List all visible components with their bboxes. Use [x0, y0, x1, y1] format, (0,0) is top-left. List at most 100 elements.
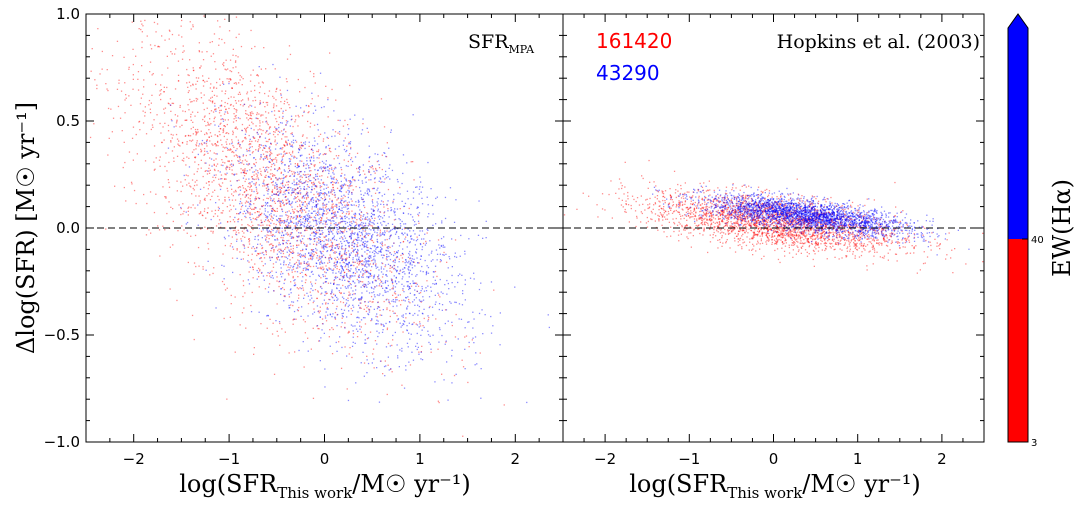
left-point-red — [297, 195, 299, 198]
left-point-red — [227, 68, 229, 70]
left-point-blue — [401, 350, 403, 352]
left-point-red — [391, 288, 393, 290]
left-point-red — [266, 184, 268, 186]
left-point-red — [292, 304, 294, 307]
left-point-red — [328, 268, 331, 270]
left-point-red — [386, 328, 388, 331]
left-point-blue — [339, 119, 341, 122]
left-point-blue — [264, 214, 267, 217]
left-point-blue — [297, 211, 299, 213]
left-point-red — [319, 310, 321, 312]
left-point-red — [171, 150, 174, 152]
left-point-red — [248, 203, 251, 205]
left-point-red — [269, 256, 271, 258]
left-point-blue — [414, 294, 416, 296]
left-point-red — [387, 188, 390, 191]
left-point-red — [436, 275, 438, 278]
left-point-blue — [249, 146, 251, 148]
left-point-blue — [324, 169, 327, 172]
left-point-blue — [310, 294, 312, 297]
left-point-blue — [291, 252, 293, 254]
left-point-red — [211, 96, 213, 98]
left-point-red — [303, 366, 305, 368]
left-point-red — [243, 251, 245, 253]
left-point-red — [296, 235, 298, 237]
left-point-blue — [359, 244, 361, 247]
left-point-blue — [393, 210, 395, 212]
left-point-red — [360, 307, 362, 309]
left-point-blue — [384, 230, 386, 232]
left-point-red — [308, 111, 310, 113]
left-point-blue — [330, 282, 332, 284]
left-point-red — [332, 184, 334, 186]
left-point-blue — [302, 254, 305, 256]
left-point-red — [206, 212, 208, 214]
left-point-red — [218, 38, 220, 40]
left-point-blue — [369, 190, 371, 193]
left-point-blue — [186, 221, 189, 224]
left-point-blue — [387, 280, 389, 282]
left-point-red — [153, 161, 155, 163]
left-point-blue — [330, 241, 333, 243]
left-point-blue — [197, 224, 199, 226]
left-point-blue — [361, 198, 363, 200]
left-point-red — [336, 305, 338, 308]
left-point-blue — [473, 272, 475, 274]
left-point-blue — [341, 315, 344, 317]
left-point-red — [279, 223, 281, 225]
left-point-red — [199, 202, 201, 204]
left-point-blue — [415, 275, 417, 277]
left-point-red — [231, 87, 233, 89]
left-point-red — [259, 214, 261, 216]
left-point-blue — [324, 192, 326, 194]
left-point-red — [348, 353, 350, 355]
left-point-red — [314, 282, 317, 285]
left-point-blue — [455, 256, 458, 258]
left-point-blue — [335, 182, 337, 184]
left-point-red — [201, 214, 203, 216]
left-point-blue — [341, 207, 343, 209]
left-point-blue — [346, 216, 348, 218]
left-point-red — [372, 301, 374, 303]
left-point-red — [321, 233, 323, 235]
left-point-red — [290, 232, 292, 234]
left-point-red — [167, 124, 170, 127]
left-point-red — [333, 212, 335, 214]
left-point-red — [321, 217, 323, 219]
left-point-blue — [336, 276, 339, 278]
left-point-red — [381, 245, 384, 247]
left-point-red — [168, 29, 171, 31]
left-point-red — [249, 213, 251, 215]
left-point-red — [286, 181, 288, 183]
left-point-blue — [376, 307, 379, 310]
left-point-blue — [341, 259, 343, 261]
left-point-red — [357, 171, 359, 173]
left-point-blue — [432, 224, 434, 226]
left-point-red — [209, 41, 211, 44]
left-point-red — [153, 119, 155, 121]
left-point-red — [297, 187, 299, 189]
left-point-red — [434, 270, 437, 273]
left-point-red — [316, 193, 319, 195]
left-point-blue — [333, 191, 336, 194]
left-point-blue — [257, 271, 259, 274]
left-point-blue — [318, 257, 320, 259]
left-point-blue — [390, 209, 392, 212]
left-point-blue — [378, 180, 380, 182]
left-point-red — [240, 147, 242, 149]
left-point-blue — [239, 189, 242, 191]
left-point-blue — [417, 304, 419, 306]
left-point-red — [254, 140, 257, 142]
left-point-blue — [310, 254, 312, 256]
left-point-blue — [315, 279, 317, 281]
left-point-red — [313, 183, 316, 185]
left-point-blue — [351, 216, 353, 218]
left-point-red — [364, 304, 367, 307]
left-point-blue — [415, 251, 417, 253]
left-point-blue — [346, 263, 348, 265]
left-point-red — [304, 229, 307, 231]
left-point-blue — [396, 251, 398, 254]
left-point-blue — [402, 323, 404, 325]
left-point-blue — [382, 175, 384, 178]
left-point-red — [253, 137, 255, 139]
